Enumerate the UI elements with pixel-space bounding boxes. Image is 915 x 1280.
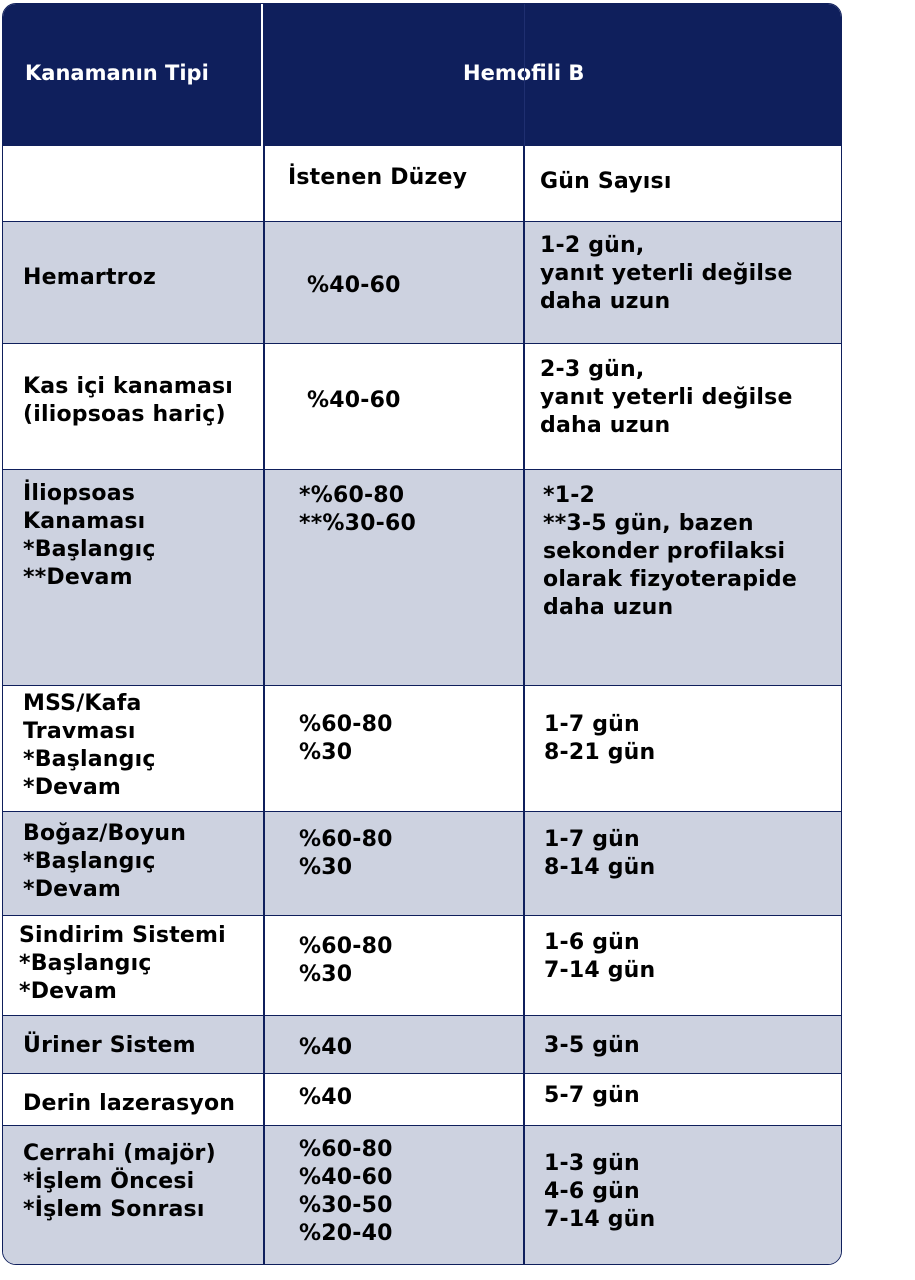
table-row: Sindirim Sistemi *Başlangıç *Devam %60-8… [3, 916, 841, 1016]
desired-level: %60-80 %30 [299, 934, 393, 987]
table-row: Üriner Sistem %40 3-5 gün [3, 1016, 841, 1074]
day-count: 1-7 gün 8-14 gün [544, 827, 656, 880]
table-row: Boğaz/Boyun *Başlangıç *Devam %60-80 %30… [3, 812, 841, 916]
table-row: MSS/Kafa Travması *Başlangıç *Devam %60-… [3, 686, 841, 812]
table-header: Kanamanın Tipi Hemofili B [3, 4, 841, 146]
bleed-type: İliopsoas Kanaması *Başlangıç **Devam [23, 481, 156, 590]
column-divider [523, 146, 525, 1264]
day-count: *1-2 **3-5 gün, bazen sekonder profilaks… [543, 483, 797, 620]
bleed-type: Sindirim Sistemi *Başlangıç *Devam [19, 923, 226, 1004]
table-row: İliopsoas Kanaması *Başlangıç **Devam *%… [3, 470, 841, 686]
header-bleed-type: Kanamanın Tipi [25, 61, 209, 85]
bleed-type: Derin lazerasyon [23, 1091, 236, 1116]
desired-level: %40-60 [307, 273, 401, 298]
day-count: 1-2 gün, yanıt yeterli değilse daha uzun [540, 233, 793, 314]
day-count: 2-3 gün, yanıt yeterli değilse daha uzun [540, 357, 793, 438]
subheader-row: İstenen Düzey Gün Sayısı [3, 146, 841, 222]
day-count: 1-7 gün 8-21 gün [544, 712, 656, 765]
desired-level: %40-60 [307, 388, 401, 413]
day-count: 3-5 gün [544, 1033, 640, 1058]
day-count: 1-6 gün 7-14 gün [544, 930, 656, 983]
desired-level: %60-80 %30 [299, 827, 393, 880]
header-hemophilia-b: Hemofili B [463, 61, 585, 85]
desired-level: %40 [299, 1085, 353, 1110]
day-count: 1-3 gün 4-6 gün 7-14 gün [544, 1151, 656, 1232]
desired-level: %40 [299, 1035, 353, 1060]
desired-level: %60-80 %30 [299, 712, 393, 765]
bleed-type: Cerrahi (majör) *İşlem Öncesi *İşlem Son… [23, 1141, 216, 1222]
subheader-day-count: Gün Sayısı [540, 169, 672, 194]
table-row: Cerrahi (majör) *İşlem Öncesi *İşlem Son… [3, 1126, 841, 1264]
subheader-desired-level: İstenen Düzey [288, 165, 468, 190]
header-divider-faint [524, 4, 525, 146]
bleed-type: Boğaz/Boyun *Başlangıç *Devam [23, 821, 187, 902]
header-divider [261, 4, 263, 146]
table-row: Kas içi kanaması (iliopsoas hariç) %40-6… [3, 344, 841, 470]
table-row: Hemartroz %40-60 1-2 gün, yanıt yeterli … [3, 222, 841, 344]
bleed-type: Üriner Sistem [23, 1033, 196, 1058]
bleed-type: Hemartroz [23, 265, 157, 290]
desired-level: *%60-80 **%30-60 [299, 483, 417, 536]
table-row: Derin lazerasyon %40 5-7 gün [3, 1074, 841, 1126]
column-divider [263, 146, 265, 1264]
bleed-type: Kas içi kanaması (iliopsoas hariç) [23, 374, 234, 427]
desired-level: %60-80 %40-60 %30-50 %20-40 [299, 1137, 393, 1246]
bleed-type: MSS/Kafa Travması *Başlangıç *Devam [23, 691, 156, 800]
hemophilia-b-table: Kanamanın Tipi Hemofili B İstenen Düzey … [2, 3, 842, 1265]
day-count: 5-7 gün [544, 1083, 640, 1108]
